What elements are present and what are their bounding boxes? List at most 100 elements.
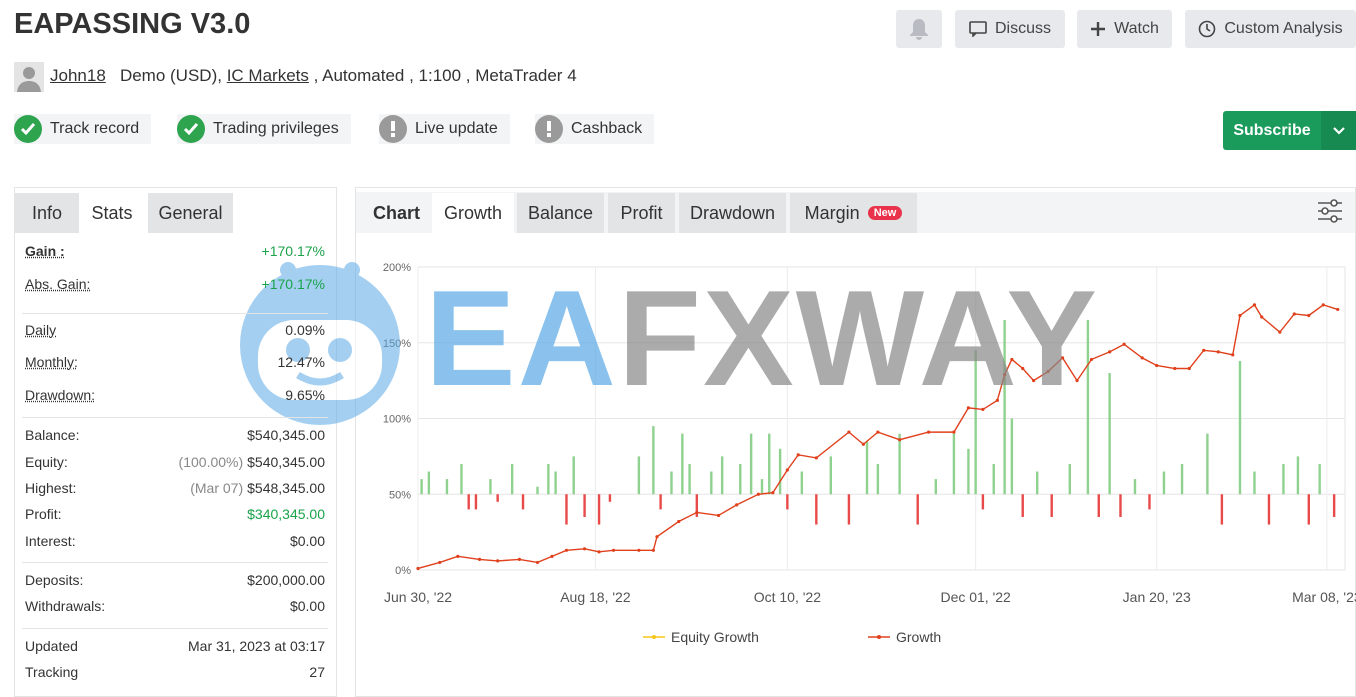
custom-analysis-button[interactable]: Custom Analysis	[1185, 10, 1356, 48]
stat-row: Highest: (Mar 07) $548,345.00	[25, 480, 325, 496]
subscribe-button[interactable]: Subscribe	[1223, 111, 1356, 150]
y-tick-label: 200%	[383, 262, 411, 274]
user-link[interactable]: John18	[50, 66, 106, 85]
bar	[916, 494, 919, 525]
bar	[876, 463, 880, 495]
bar	[652, 426, 655, 495]
stat-row: Daily 0.09%	[25, 322, 325, 338]
point	[611, 548, 616, 552]
bar	[681, 433, 684, 495]
bell-icon	[910, 19, 928, 40]
point	[814, 456, 818, 460]
label: Watch	[1114, 20, 1159, 37]
bar	[739, 463, 742, 495]
bar	[981, 494, 985, 510]
bar	[1296, 456, 1300, 495]
stat-row: Gain : +170.17%	[25, 243, 325, 259]
tab[interactable]: Stats	[79, 193, 145, 233]
point	[926, 430, 931, 434]
tab[interactable]: Margin New	[790, 193, 917, 233]
point	[496, 559, 500, 563]
x-tick-label: Jan 20, '23	[1123, 589, 1191, 605]
x-tick-label: Oct 10, '22	[754, 589, 821, 605]
bar	[489, 479, 492, 495]
bar	[749, 433, 753, 495]
stat-value: +170.17%	[261, 276, 325, 292]
broker-link[interactable]: IC Markets	[226, 66, 309, 85]
discuss-button[interactable]: Discuss	[955, 10, 1065, 48]
bell-button[interactable]	[896, 10, 942, 48]
bar	[760, 479, 764, 495]
point	[1216, 350, 1220, 354]
badge: Live update	[379, 114, 510, 144]
bar	[445, 479, 449, 495]
watermark: EAFXWAY	[425, 270, 1099, 406]
watermark-logo	[240, 262, 400, 425]
bar	[974, 350, 977, 495]
stat-value: 27	[309, 664, 325, 680]
point	[1278, 330, 1282, 334]
badge-label: Track record	[50, 120, 140, 137]
point	[438, 560, 442, 565]
point	[695, 510, 699, 515]
stat-label: Balance:	[25, 427, 80, 443]
settings-icon[interactable]	[1316, 198, 1344, 224]
stat-value: 9.65%	[285, 387, 325, 403]
stat-value-wrap: $0.00	[290, 598, 325, 614]
tab[interactable]: Drawdown	[679, 193, 786, 233]
tab[interactable]: Growth	[432, 193, 514, 233]
bar	[1133, 479, 1137, 495]
separator	[22, 313, 328, 314]
point	[898, 438, 902, 442]
stat-value-wrap: $200,000.00	[247, 572, 325, 588]
bar	[536, 486, 539, 495]
bar	[420, 479, 423, 495]
bar	[460, 463, 463, 495]
legend-dot	[652, 635, 656, 639]
stat-value: $0.00	[289, 598, 325, 614]
point	[952, 430, 956, 434]
bar	[952, 433, 956, 495]
avatar	[14, 62, 44, 92]
bar	[1086, 320, 1090, 495]
stat-label: Highest:	[25, 480, 77, 496]
bar	[554, 471, 557, 495]
legend-label: Growth	[896, 629, 941, 645]
bar	[521, 494, 525, 510]
point	[1292, 312, 1296, 316]
stat-label: Drawdown:	[25, 387, 96, 403]
bar	[608, 494, 612, 502]
bar	[1097, 494, 1100, 517]
stat-value: Mar 31, 2023 at 03:17	[188, 638, 325, 654]
line	[417, 303, 1338, 570]
point	[1021, 366, 1025, 371]
bar	[768, 433, 771, 495]
tab[interactable]: Profit	[608, 193, 675, 233]
bar	[659, 494, 662, 510]
bar	[815, 494, 818, 525]
stat-row: Abs. Gain: +170.17%	[25, 276, 325, 292]
x-tick-label: Mar 08, '23	[1292, 589, 1356, 605]
separator	[22, 417, 328, 418]
point	[1122, 342, 1126, 346]
icon	[969, 21, 987, 37]
point	[995, 398, 999, 402]
tab[interactable]: Balance	[517, 193, 604, 233]
bar	[1318, 463, 1321, 495]
dropdown[interactable]	[1321, 111, 1356, 150]
x-tick-label: Dec 01, '22	[940, 589, 1011, 605]
bar	[547, 463, 550, 495]
stat-value: 0.09%	[285, 322, 325, 338]
stat-row: Updated Mar 31, 2023 at 03:17	[25, 638, 325, 654]
stat-value-wrap: $540,345.00	[247, 427, 325, 443]
point	[477, 557, 482, 561]
point	[582, 547, 587, 551]
stat-value: $540,345.00	[247, 427, 325, 443]
watch-button[interactable]: Watch	[1077, 10, 1172, 48]
stat-label: Interest:	[25, 533, 76, 549]
badge: Track record	[14, 114, 152, 144]
stat-row: Balance: $540,345.00	[25, 427, 325, 443]
bar	[720, 456, 724, 495]
tab[interactable]: Info	[15, 193, 79, 233]
tab[interactable]: General	[148, 193, 233, 233]
